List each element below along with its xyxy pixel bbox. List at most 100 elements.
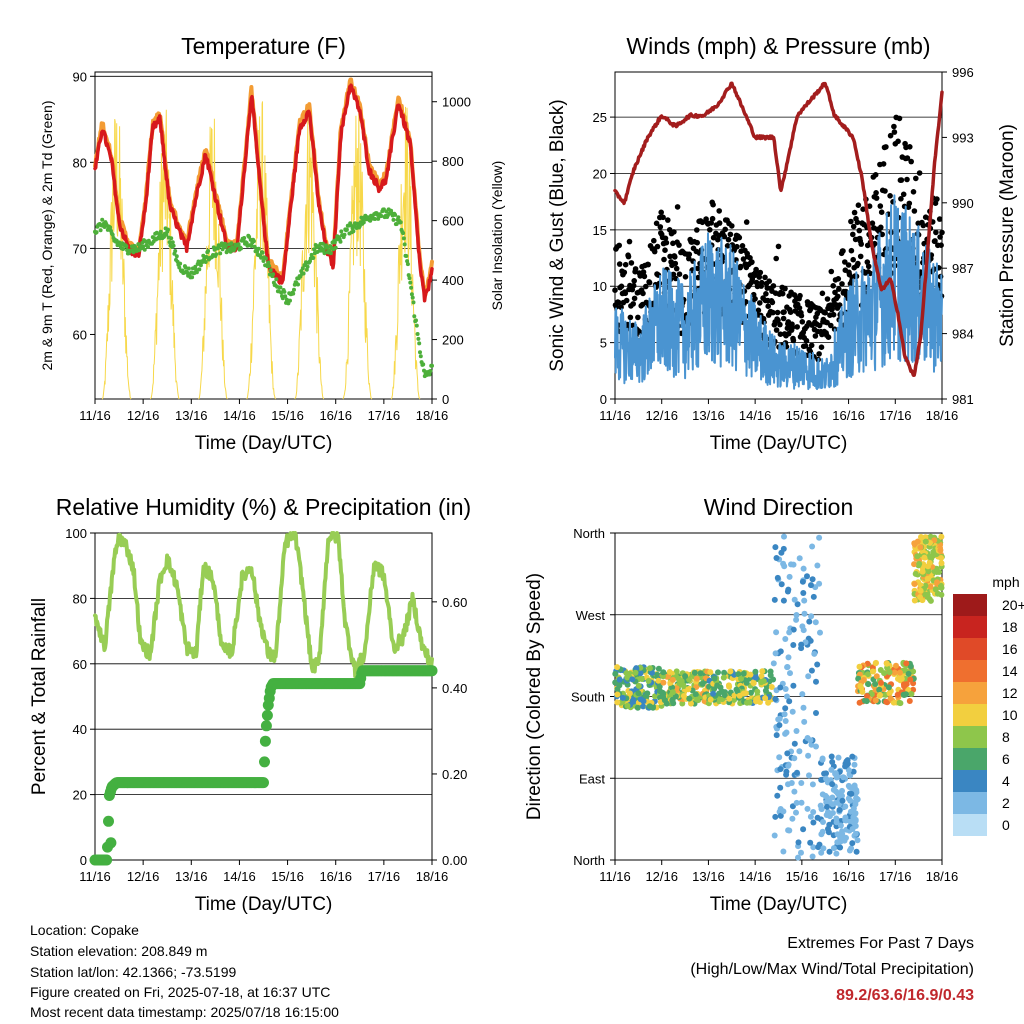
gust-point [911, 208, 918, 214]
direction-point [800, 565, 807, 572]
direction-point [673, 668, 680, 675]
speed-legend-label: 10 [1002, 707, 1018, 723]
direction-point [782, 686, 789, 692]
direction-point [721, 692, 728, 699]
rh-frame [94, 532, 433, 861]
gust-point [671, 229, 677, 235]
direction-point [824, 803, 830, 810]
gust-point [864, 259, 871, 265]
wind-ytick-label: 20 [593, 166, 607, 181]
direction-point [829, 781, 836, 788]
gust-point [781, 309, 787, 315]
gust-point [865, 263, 872, 270]
direction-point [746, 699, 753, 706]
gust-point [672, 254, 678, 260]
direction-point [780, 597, 787, 604]
gust-point [749, 259, 755, 265]
direction-point [886, 669, 893, 676]
gust-point [710, 234, 717, 241]
direction-point [853, 789, 860, 796]
direction-point [934, 590, 941, 597]
direction-point [809, 853, 816, 860]
direction-point [846, 847, 853, 854]
gust-point [646, 279, 653, 286]
direction-point [790, 642, 797, 648]
gust-point [933, 229, 939, 236]
direction-point [771, 832, 778, 839]
solar-line [342, 101, 373, 400]
direction-point [853, 848, 860, 855]
gust-point [665, 217, 671, 223]
direction-point [848, 790, 855, 797]
direction-point [637, 696, 644, 703]
temp-xlabel: Time (Day/UTC) [195, 433, 333, 454]
direction-point [799, 578, 806, 585]
direction-point [612, 670, 619, 677]
direction-point [646, 703, 653, 710]
rh-y2tick-label: 0.40 [442, 681, 467, 696]
direction-point [783, 768, 790, 775]
dewpoint-point [108, 225, 113, 230]
dewpoint-point [418, 350, 422, 355]
wind-ylabel: Sonic Wind & Gust (Blue, Black) [547, 99, 568, 371]
gust-point [663, 239, 670, 246]
direction-point [624, 702, 631, 709]
direction-point [856, 663, 863, 670]
rh-ytick-label: 20 [73, 788, 87, 803]
direction-point [864, 671, 871, 678]
solar-line [101, 118, 132, 400]
wind-ytick-label: 0 [600, 392, 607, 407]
rh-line [93, 531, 434, 679]
dewpoint-point [417, 341, 422, 346]
direction-point [916, 560, 923, 567]
gust-point [836, 286, 842, 292]
gust-point [758, 279, 765, 286]
direction-point [774, 574, 781, 581]
direction-point [781, 533, 787, 540]
direction-point [785, 781, 791, 788]
gust-point [807, 348, 814, 355]
gust-point [799, 319, 806, 325]
gust-point [808, 342, 815, 349]
direction-point [865, 681, 872, 688]
dewpoint-point [263, 256, 268, 261]
direction-point [791, 788, 798, 795]
gust-point [857, 253, 864, 260]
direction-point [694, 696, 701, 703]
wind-xtick-label: 16/16 [832, 408, 865, 423]
gust-point [854, 219, 861, 226]
gust-point [716, 220, 723, 226]
gust-point [710, 201, 716, 208]
gust-point [858, 241, 864, 247]
direction-point [738, 675, 744, 682]
dewpoint-point [288, 298, 292, 303]
dewpoint-point [228, 249, 233, 254]
gust-point [775, 317, 781, 324]
temp-xtick-label: 12/16 [127, 408, 160, 423]
dir-xtick-label: 11/16 [599, 869, 631, 884]
gust-point [796, 305, 803, 311]
dewpoint-point [251, 239, 256, 244]
direction-point [826, 848, 833, 855]
direction-point [758, 673, 765, 680]
speed-legend-label: 18 [1002, 619, 1018, 635]
gust-point [667, 253, 673, 260]
gust-point [615, 299, 622, 306]
direction-point [924, 575, 931, 582]
gust-point [816, 351, 822, 357]
gust-point [651, 237, 657, 244]
gust-point [630, 301, 636, 307]
direction-point [925, 568, 932, 575]
direction-point [692, 691, 699, 698]
precip-point [426, 665, 438, 677]
dewpoint-point [301, 271, 306, 276]
direction-point [776, 715, 783, 722]
direction-point [788, 561, 794, 568]
gust-point [640, 290, 646, 297]
gust-point [725, 236, 732, 243]
gust-point [860, 206, 866, 212]
direction-point [840, 774, 847, 781]
gust-point [855, 260, 861, 267]
dir-xtick-label: 12/16 [645, 869, 678, 884]
dewpoint-point [124, 244, 129, 249]
